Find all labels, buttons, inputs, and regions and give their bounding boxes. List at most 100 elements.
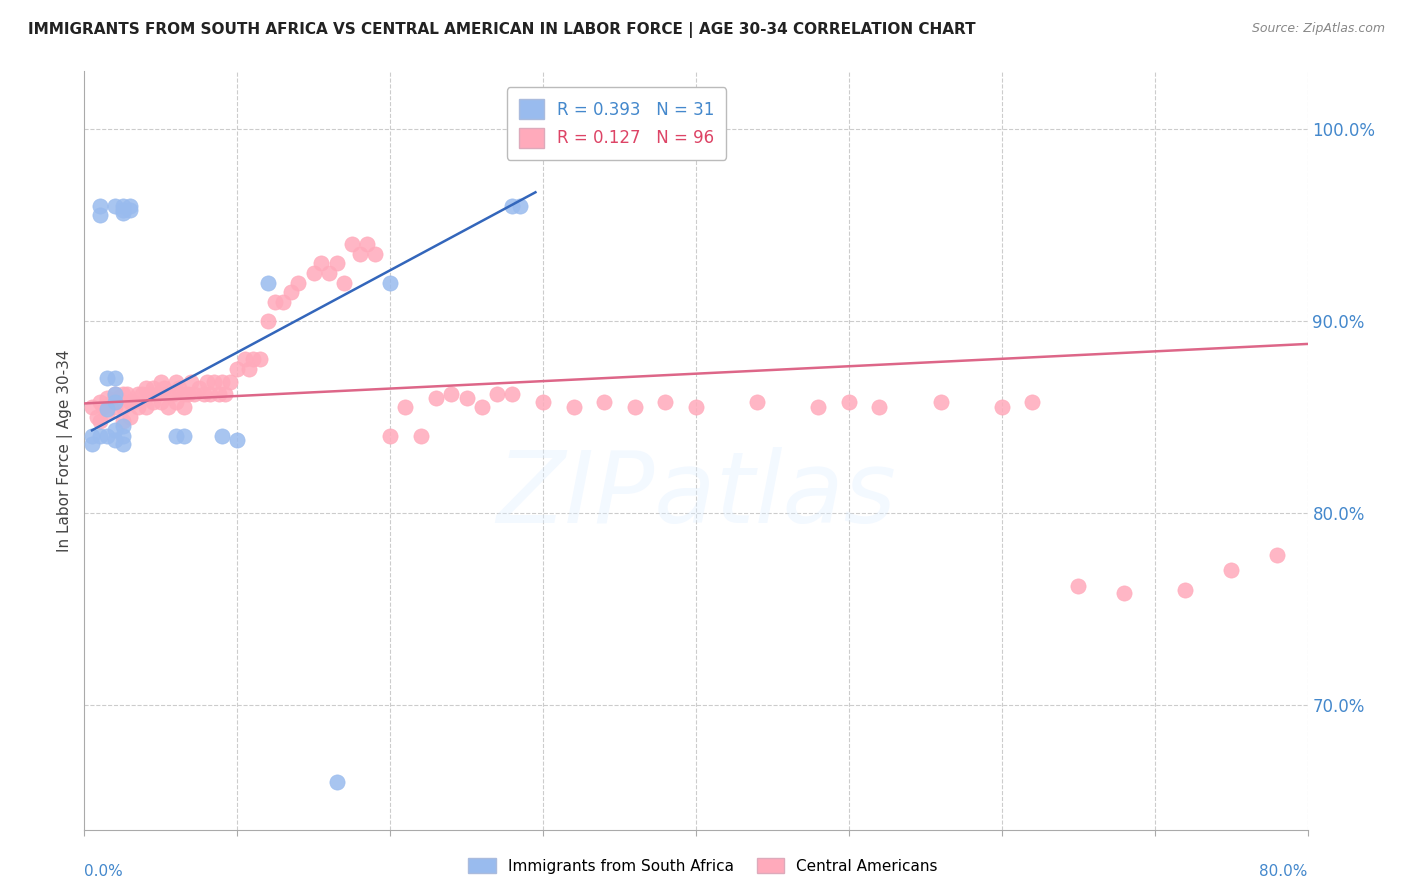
Point — [193, 387, 215, 401]
Point — [89, 208, 111, 222]
Legend: Immigrants from South Africa, Central Americans: Immigrants from South Africa, Central Am… — [463, 852, 943, 880]
Point — [86, 409, 108, 424]
Point — [91, 401, 114, 415]
Point — [107, 391, 129, 405]
Point — [104, 199, 127, 213]
Point — [287, 276, 309, 290]
Text: ZIPatlas: ZIPatlas — [496, 448, 896, 544]
Point — [654, 394, 676, 409]
Point — [127, 401, 149, 415]
Point — [218, 376, 240, 390]
Point — [502, 387, 524, 401]
Text: 0.0%: 0.0% — [84, 864, 124, 880]
Point — [111, 429, 134, 443]
Point — [318, 266, 340, 280]
Text: Source: ZipAtlas.com: Source: ZipAtlas.com — [1251, 22, 1385, 36]
Point — [380, 276, 402, 290]
Point — [1067, 579, 1090, 593]
Point — [394, 401, 416, 415]
Point — [456, 391, 478, 405]
Point — [226, 362, 249, 376]
Point — [111, 414, 134, 428]
Point — [211, 429, 233, 443]
Text: 80.0%: 80.0% — [1260, 864, 1308, 880]
Point — [135, 381, 157, 395]
Point — [409, 429, 432, 443]
Point — [111, 206, 134, 220]
Point — [120, 199, 142, 213]
Point — [685, 401, 707, 415]
Point — [111, 199, 134, 213]
Point — [1174, 582, 1197, 597]
Point — [271, 294, 294, 309]
Point — [162, 387, 184, 401]
Y-axis label: In Labor Force | Age 30-34: In Labor Force | Age 30-34 — [58, 349, 73, 552]
Point — [111, 202, 134, 217]
Point — [135, 401, 157, 415]
Point — [838, 394, 860, 409]
Point — [80, 429, 103, 443]
Point — [486, 387, 509, 401]
Point — [747, 394, 769, 409]
Point — [1265, 548, 1288, 562]
Point — [562, 401, 585, 415]
Point — [165, 376, 187, 390]
Point — [89, 429, 111, 443]
Point — [180, 376, 202, 390]
Point — [104, 394, 127, 409]
Point — [280, 285, 302, 299]
Point — [96, 429, 118, 443]
Point — [509, 199, 531, 213]
Point — [869, 401, 891, 415]
Point — [177, 387, 200, 401]
Point — [111, 436, 134, 450]
Point — [531, 394, 554, 409]
Point — [202, 376, 225, 390]
Point — [356, 237, 378, 252]
Point — [80, 436, 103, 450]
Point — [311, 256, 333, 270]
Point — [96, 402, 118, 417]
Point — [238, 362, 260, 376]
Point — [198, 387, 221, 401]
Point — [471, 401, 494, 415]
Point — [349, 246, 371, 260]
Point — [89, 199, 111, 213]
Point — [149, 394, 172, 409]
Point — [264, 294, 287, 309]
Point — [111, 401, 134, 415]
Point — [440, 387, 463, 401]
Point — [111, 387, 134, 401]
Point — [173, 401, 195, 415]
Point — [333, 276, 356, 290]
Point — [165, 394, 187, 409]
Point — [214, 387, 236, 401]
Point — [104, 401, 127, 415]
Point — [127, 387, 149, 401]
Text: IMMIGRANTS FROM SOUTH AFRICA VS CENTRAL AMERICAN IN LABOR FORCE | AGE 30-34 CORR: IMMIGRANTS FROM SOUTH AFRICA VS CENTRAL … — [28, 22, 976, 38]
Point — [167, 381, 190, 395]
Point — [165, 429, 187, 443]
Point — [242, 352, 264, 367]
Point — [96, 371, 118, 385]
Point — [502, 199, 524, 213]
Point — [325, 774, 347, 789]
Point — [173, 429, 195, 443]
Point — [195, 376, 218, 390]
Point — [807, 401, 830, 415]
Point — [249, 352, 271, 367]
Point — [104, 387, 127, 401]
Point — [183, 387, 205, 401]
Point — [89, 414, 111, 428]
Point — [104, 423, 127, 437]
Point — [226, 433, 249, 447]
Point — [1021, 394, 1043, 409]
Point — [425, 391, 447, 405]
Point — [142, 394, 165, 409]
Point — [138, 387, 160, 401]
Point — [173, 387, 195, 401]
Point — [593, 394, 616, 409]
Point — [122, 394, 145, 409]
Point — [120, 394, 142, 409]
Point — [120, 409, 142, 424]
